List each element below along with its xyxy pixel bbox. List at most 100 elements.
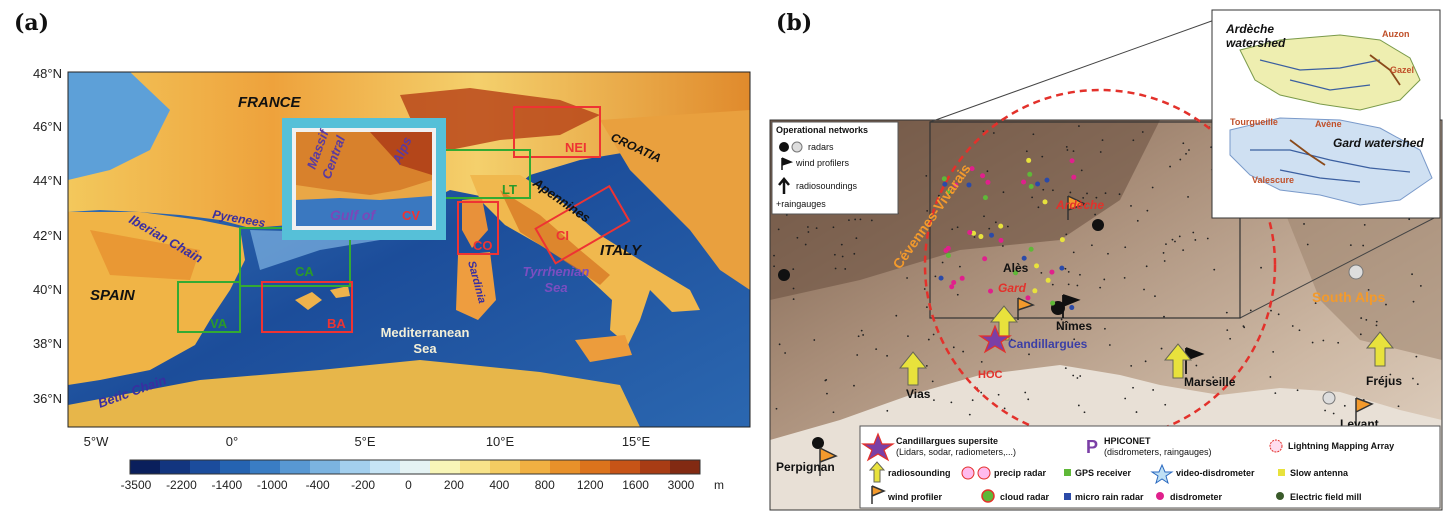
instrument-dot — [982, 256, 988, 262]
gulf-label: Gulf of — [330, 207, 376, 223]
region-va-label: VA — [210, 316, 228, 331]
region-nei-label: NEI — [565, 140, 587, 155]
radiosounding-legend: radiosounding — [888, 468, 951, 478]
svg-text:P: P — [1086, 437, 1098, 457]
instrument-dot — [1050, 300, 1056, 306]
valescure-label: Valescure — [1252, 175, 1294, 185]
instrument-dot — [978, 234, 984, 240]
colorbar-tick: -1400 — [211, 478, 242, 492]
vias-label: Vias — [906, 387, 931, 401]
instrument-dot — [980, 173, 986, 179]
region-co-label: CO — [473, 238, 493, 253]
colorbar-swatch — [310, 460, 341, 474]
region-box-ba — [261, 281, 353, 333]
bottom-legend: Candillargues supersite (Lidars, sodar, … — [859, 425, 1441, 509]
instrument-dot — [945, 253, 951, 259]
frejus-label: Fréjus — [1366, 374, 1402, 388]
lma-legend: Lightning Mapping Array — [1288, 441, 1394, 451]
instrument-dot — [949, 284, 955, 290]
colorbar-unit: m — [714, 478, 724, 492]
legend-title: Operational networks — [776, 125, 868, 135]
panel-a-label: (a) — [14, 10, 50, 36]
instrument-dot — [946, 189, 952, 195]
colorbar: -3500 -2200 -1400 -1000 -400 -200 0 200 400 800 12… — [121, 459, 724, 492]
lon-tick: 5°E — [354, 434, 375, 449]
legend-radiosoundings: radiosoundings — [796, 181, 858, 191]
supersite-legend-2: (Lidars, sodar, radiometers,...) — [896, 447, 1016, 457]
lon-tick: 15°E — [622, 434, 651, 449]
region-box-nei — [513, 106, 601, 158]
instrument-dot — [938, 275, 944, 281]
lon-axis: 5°W 0° 5°E 10°E 15°E — [84, 434, 651, 449]
colorbar-swatch — [190, 460, 221, 474]
hpiconet-legend-2: (disdrometers, raingauges) — [1104, 447, 1212, 457]
instrument-dot — [1021, 255, 1027, 261]
domain-circle — [923, 88, 1277, 442]
instrument-dot — [1059, 265, 1065, 271]
lat-tick: 40°N — [33, 282, 62, 297]
avene-label: Avène — [1315, 119, 1342, 129]
colorbar-swatch — [340, 460, 371, 474]
cloud-radar-legend: cloud radar — [1000, 492, 1050, 502]
colorbar-swatch — [490, 460, 521, 474]
med-sea-label-2: Sea — [413, 341, 437, 356]
colorbar-swatch — [220, 460, 251, 474]
instrument-dot — [941, 176, 947, 182]
perpignan-label: Perpignan — [776, 460, 835, 474]
instrument-dot — [1028, 184, 1034, 190]
region-box-ci — [534, 184, 631, 265]
ardeche-place-label: Ardèche — [1055, 198, 1104, 212]
colorbar-tick: -2200 — [166, 478, 197, 492]
instrument-dot — [953, 182, 959, 188]
italy-label: ITALY — [600, 242, 643, 259]
tyrrhenian-label-1: Tyrrhenian — [523, 264, 590, 279]
instrument-dot — [1028, 246, 1034, 252]
candillargues-label: Candillargues — [1008, 337, 1088, 351]
colorbar-tick: 0 — [405, 478, 412, 492]
tyrrhenian-label-2: Sea — [544, 280, 567, 295]
colorbar-tick: -200 — [351, 478, 375, 492]
colorbar-tick: 200 — [444, 478, 464, 492]
gazel-label: Gazel — [1390, 65, 1414, 75]
colorbar-swatch — [280, 460, 311, 474]
instrument-dot — [1044, 177, 1050, 183]
colorbar-tick: 3000 — [668, 478, 695, 492]
colorbar-tick: -3500 — [121, 478, 152, 492]
med-sea-label-1: Mediterranean — [381, 325, 470, 340]
lat-tick: 38°N — [33, 336, 62, 351]
spain-label: SPAIN — [90, 287, 136, 304]
instrument-dot — [1025, 295, 1031, 301]
video-disdrometer-legend: video-disdrometer — [1176, 468, 1255, 478]
instrument-dot — [967, 229, 973, 235]
colorbar-swatch — [610, 460, 641, 474]
colorbar-tick: -400 — [306, 478, 330, 492]
lat-tick: 46°N — [33, 119, 62, 134]
instrument-dot — [1035, 181, 1041, 187]
instrument-dot — [1069, 158, 1075, 164]
region-lt-label: LT — [502, 182, 517, 197]
instrument-dot — [988, 288, 994, 294]
lon-tick: 10°E — [486, 434, 515, 449]
slow-antenna-legend: Slow antenna — [1290, 468, 1349, 478]
instrument-dot — [951, 279, 957, 285]
colorbar-tick: 1600 — [622, 478, 649, 492]
region-ca-label: CA — [295, 264, 314, 279]
supersite-legend-1: Candillargues supersite — [896, 436, 998, 446]
instrument-dot — [989, 232, 995, 238]
panel-b-map: Operational networks radars wind profile… — [769, 9, 1443, 511]
efm-legend: Electric field mill — [1290, 492, 1362, 502]
instrument-dot — [959, 275, 965, 281]
instrument-dot — [1034, 263, 1040, 269]
hpiconet-legend-1: HPICONET — [1104, 436, 1151, 446]
legend-raingauges: +raingauges — [776, 199, 826, 209]
colorbar-tick: -1000 — [257, 478, 288, 492]
lon-tick: 0° — [226, 434, 238, 449]
ardeche-watershed-label-2: watershed — [1226, 36, 1286, 50]
nimes-label: Nîmes — [1056, 319, 1092, 333]
disdrometer-legend: disdrometer — [1170, 492, 1223, 502]
lat-tick: 36°N — [33, 391, 62, 406]
instrument-dot — [966, 182, 972, 188]
region-ci-label: CI — [556, 228, 569, 243]
lon-tick: 5°W — [84, 434, 109, 449]
precip-radar-legend: precip radar — [994, 468, 1047, 478]
